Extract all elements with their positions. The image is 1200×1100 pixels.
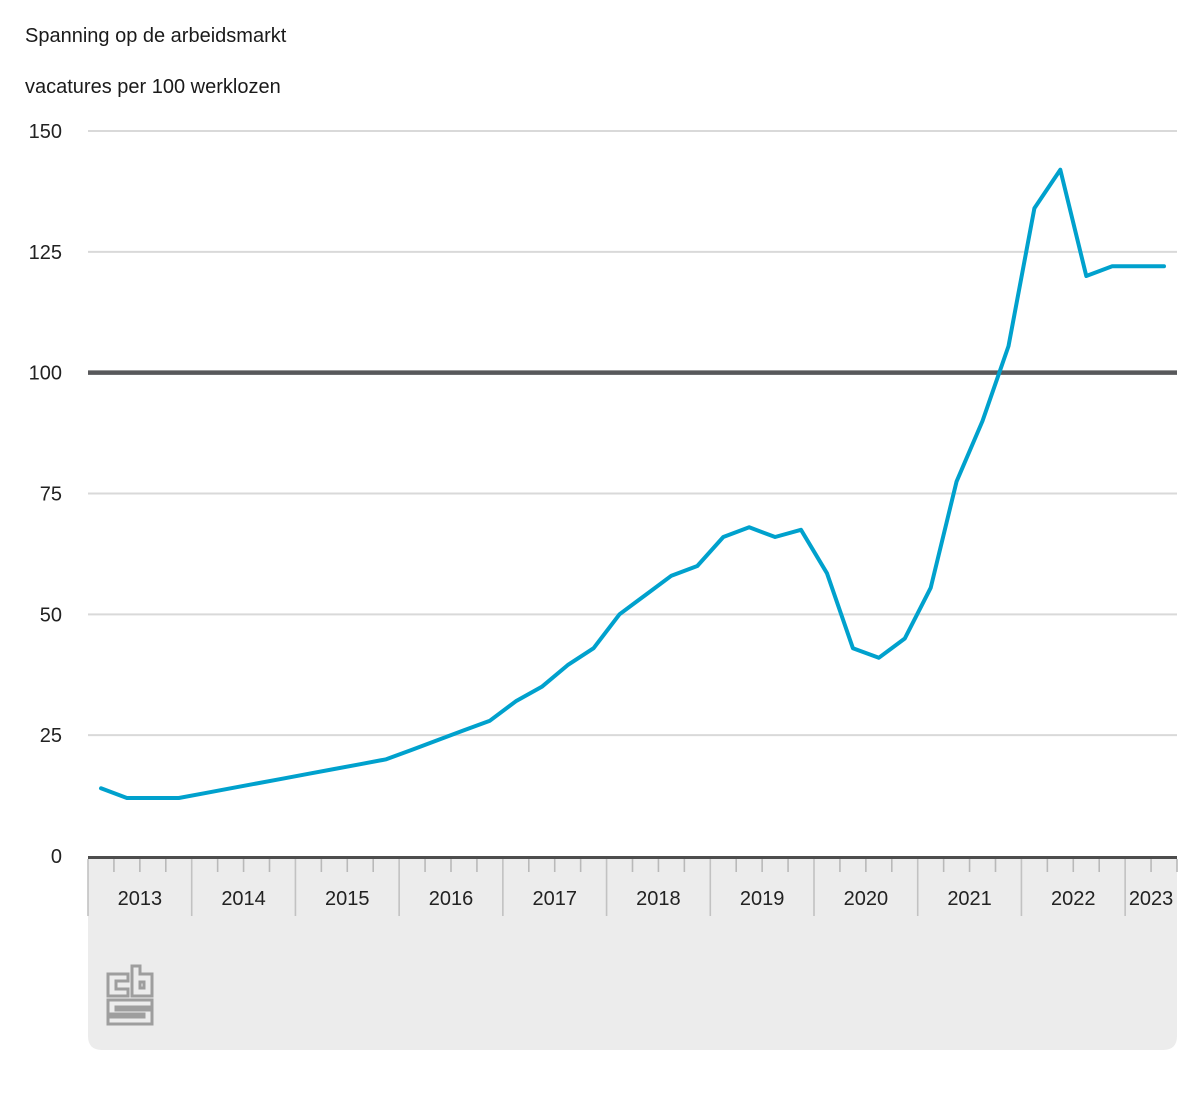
x-axis-label-2021: 2021 [947, 888, 992, 910]
x-axis-label-2023: 2023 [1129, 888, 1174, 910]
cbs-logo-s [106, 998, 154, 1026]
x-axis-label-2020: 2020 [844, 888, 889, 910]
x-axis-label-2015: 2015 [325, 888, 370, 910]
cbs-logo [106, 964, 154, 1026]
x-axis-band [88, 856, 1177, 1050]
y-axis-label-75: 75 [40, 484, 62, 506]
x-axis-label-2019: 2019 [740, 888, 785, 910]
x-axis-label-2013: 2013 [118, 888, 163, 910]
y-axis-label-150: 150 [29, 121, 62, 143]
x-axis-label-2014: 2014 [221, 888, 266, 910]
x-axis-label-2018: 2018 [636, 888, 681, 910]
chart-title: Spanning op de arbeidsmarkt [25, 25, 287, 47]
x-axis-label-2022: 2022 [1051, 888, 1096, 910]
y-axis-label-100: 100 [29, 363, 62, 385]
y-axis-label-50: 50 [40, 604, 62, 626]
y-axis-label-25: 25 [40, 725, 62, 747]
x-axis-label-2016: 2016 [429, 888, 474, 910]
cbs-logo-c [106, 972, 130, 998]
chart-subtitle: vacatures per 100 werklozen [25, 76, 281, 98]
x-axis-label-2017: 2017 [532, 888, 577, 910]
y-axis-label-0: 0 [51, 846, 62, 868]
y-axis-label-125: 125 [29, 242, 62, 264]
cbs-logo-b [130, 964, 154, 998]
data-series-line [99, 167, 1166, 800]
